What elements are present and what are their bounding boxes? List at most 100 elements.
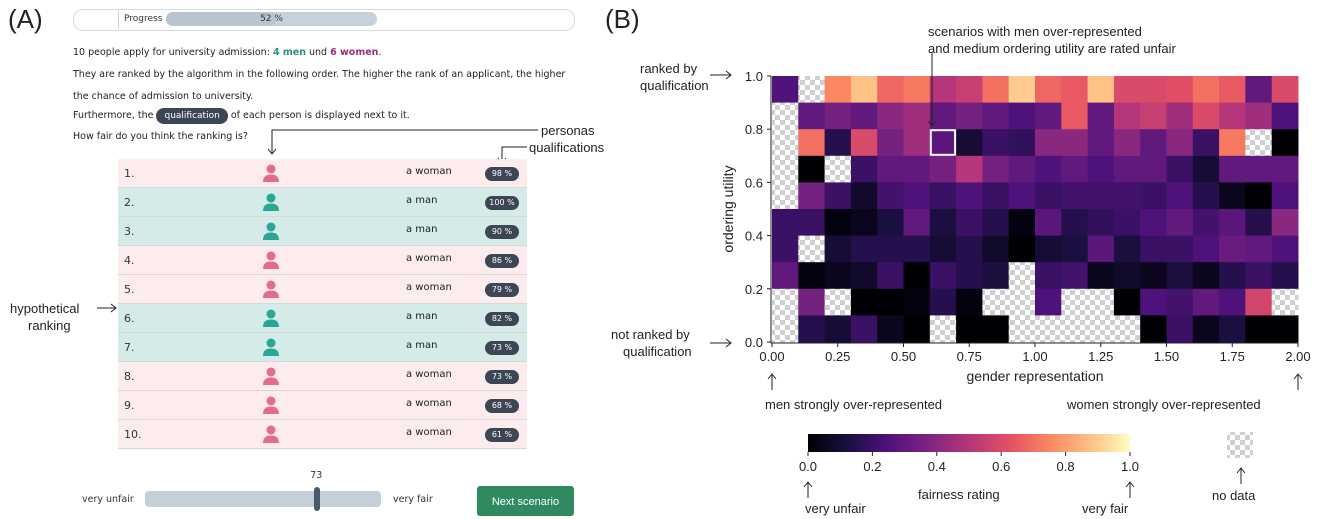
annotation-ranked-1: ranked by [640, 61, 698, 76]
ranking-row: 5. a woman 79 % [118, 275, 527, 304]
heatmap-cell [929, 76, 957, 104]
heatmap-cell [929, 262, 957, 290]
qualification-badge: 90 % [485, 225, 519, 239]
instruction-line-2: They are ranked by the algorithm in the … [73, 69, 566, 80]
heatmap-cell [982, 102, 1010, 130]
heatmap-cell [982, 235, 1010, 263]
heatmap-cell [956, 182, 983, 210]
heatmap-cell [929, 182, 957, 210]
heatmap-cell [903, 235, 931, 263]
slider-thumb[interactable] [314, 487, 321, 511]
heatmap-cell [1192, 182, 1220, 210]
heatmap-cell-nodata [1061, 288, 1089, 316]
heatmap-cell [903, 102, 931, 130]
heatmap-cell [929, 129, 957, 157]
heatmap-cell [877, 209, 904, 237]
heatmap-cell [1035, 76, 1062, 104]
question-text: How fair do you think the ranking is? [73, 131, 248, 142]
heatmap-cell [1113, 129, 1141, 157]
rank-number: 8. [124, 370, 135, 383]
heatmap-cell [1219, 102, 1246, 130]
heatmap-cell [824, 209, 852, 237]
persona-label: a woman [406, 398, 452, 409]
heatmap-cell [877, 262, 904, 290]
heatmap-cell [1245, 288, 1273, 316]
heatmap-cell [1008, 102, 1036, 130]
heatmap-cell [1113, 288, 1141, 316]
heatmap-cell [772, 235, 799, 263]
heatmap-cell [956, 235, 983, 263]
heatmap-cell [850, 235, 878, 263]
heatmap-cell [824, 102, 852, 130]
fairness-slider[interactable] [145, 491, 381, 507]
heatmap-cell [1192, 235, 1220, 263]
heatmap-cell [850, 102, 878, 130]
annotation-men-over: men strongly over-represented [765, 397, 943, 412]
next-scenario-button[interactable]: Next scenario [477, 486, 574, 516]
heatmap-cell [1113, 262, 1141, 290]
ranking-row: 1. a woman 98 % [118, 159, 527, 188]
heatmap-cell [1140, 209, 1167, 237]
heatmap-cell [982, 182, 1010, 210]
heatmap-cell [1271, 102, 1299, 130]
persona-label: a man [406, 224, 438, 235]
x-tick-label: 1.50 [1154, 349, 1179, 364]
heatmap-cell [1140, 102, 1167, 130]
person-icon [263, 309, 279, 327]
heatmap-cell [929, 288, 957, 316]
heatmap-cell [1271, 262, 1299, 290]
ranking-row: 8. a woman 73 % [118, 362, 527, 391]
women-count: 6 women [330, 47, 379, 58]
heatmap-cell [1087, 155, 1115, 183]
ranking-row: 6. a man 82 % [118, 304, 527, 333]
ranking-row: 7. a man 73 % [118, 333, 527, 362]
slider-left-label: very unfair [82, 494, 134, 505]
persona-label: a man [406, 195, 438, 206]
heatmap-cell-nodata [1087, 315, 1115, 343]
heatmap-cell [877, 288, 904, 316]
heatmap-cell [877, 102, 904, 130]
heatmap-cell [1192, 288, 1220, 316]
heatmap-cell [1061, 209, 1089, 237]
progress-label: Progress [124, 14, 163, 24]
heatmap-cells [772, 76, 1299, 343]
heatmap-cell [1035, 182, 1062, 210]
heatmap-cell [824, 182, 852, 210]
rank-number: 6. [124, 312, 135, 325]
x-tick-label: 1.75 [1220, 349, 1245, 364]
heatmap-cell [824, 262, 852, 290]
heatmap-cell [1219, 76, 1246, 104]
rank-number: 2. [124, 196, 135, 209]
heatmap-cell [1035, 235, 1062, 263]
heatmap-cell [1087, 182, 1115, 210]
heatmap-cell [1140, 235, 1167, 263]
ranking-row: 10. a woman 61 % [118, 420, 527, 449]
heatmap-cell [1219, 209, 1246, 237]
annotation-very-unfair: very unfair [805, 501, 866, 516]
highlighted-cell [929, 129, 957, 156]
person-icon [263, 367, 279, 385]
heatmap-cell [798, 315, 826, 343]
colorbar-tick-label: 0.0 [799, 459, 817, 474]
progress-bar [166, 12, 377, 26]
heatmap-cell [1061, 102, 1089, 130]
x-tick-label: 0.50 [891, 349, 916, 364]
annotation-ranked-2: qualification [640, 78, 709, 93]
heatmap-cell [798, 102, 826, 130]
person-icon [263, 193, 279, 211]
ranking-row: 3. a man 90 % [118, 217, 527, 246]
heatmap-cell [1245, 209, 1273, 237]
person-icon [263, 164, 279, 182]
heatmap-cell-nodata [824, 155, 852, 183]
persona-label: a man [406, 311, 438, 322]
heatmap-cell [1087, 76, 1115, 104]
qualification-badge: 86 % [485, 254, 519, 268]
colorbar-tick-label: 0.4 [928, 459, 946, 474]
heatmap-cell [798, 209, 826, 237]
rank-number: 3. [124, 225, 135, 238]
persona-label: a woman [406, 282, 452, 293]
person-icon [263, 280, 279, 298]
heatmap-cell [956, 315, 983, 343]
heatmap-cell [982, 315, 1010, 343]
